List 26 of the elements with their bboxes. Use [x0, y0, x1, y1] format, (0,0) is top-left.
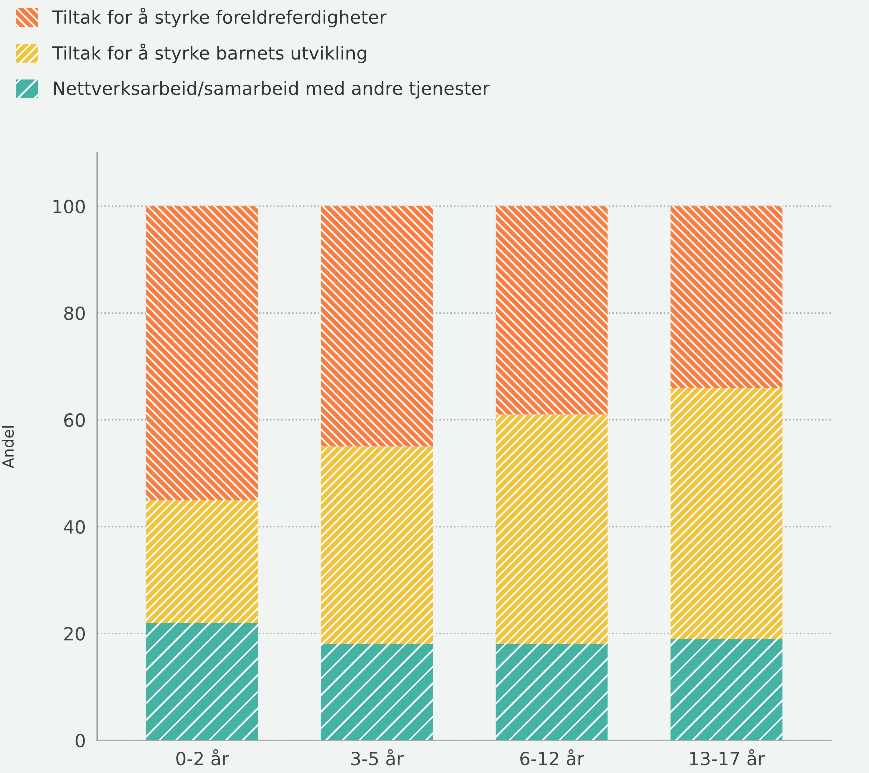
x-tick-label: 3-5 år	[352, 750, 404, 766]
y-tick-label: 40	[64, 520, 86, 534]
legend-label: Tiltak for å styrke barnets utvikling	[52, 44, 366, 64]
y-tick-label: 0	[76, 734, 86, 748]
y-tick-label: 20	[64, 627, 86, 641]
y-tick-label: 60	[64, 414, 86, 428]
bar	[496, 414, 608, 644]
legend-label: Nettverksarbeid/samarbeid med andre tjenester	[54, 81, 490, 99]
bar	[146, 206, 258, 500]
bar	[496, 644, 608, 741]
bar	[670, 639, 783, 741]
bar	[321, 206, 434, 447]
y-axis-title: Andel	[2, 426, 14, 468]
legend-label: Tiltak for å styrke foreldreferdigheter	[52, 8, 387, 28]
x-tick-label: 6-12 år	[520, 750, 584, 766]
bar	[670, 388, 783, 640]
bar	[146, 623, 258, 741]
x-tick-label: 0-2 år	[176, 750, 230, 766]
y-tick-label: 100	[54, 200, 86, 214]
y-tick-label: 80	[64, 306, 86, 320]
bar	[146, 500, 258, 624]
bar	[321, 644, 434, 741]
bar	[321, 446, 434, 644]
bar	[496, 206, 608, 415]
bar	[670, 206, 783, 388]
x-tick-label: 13-17 år	[690, 750, 766, 766]
